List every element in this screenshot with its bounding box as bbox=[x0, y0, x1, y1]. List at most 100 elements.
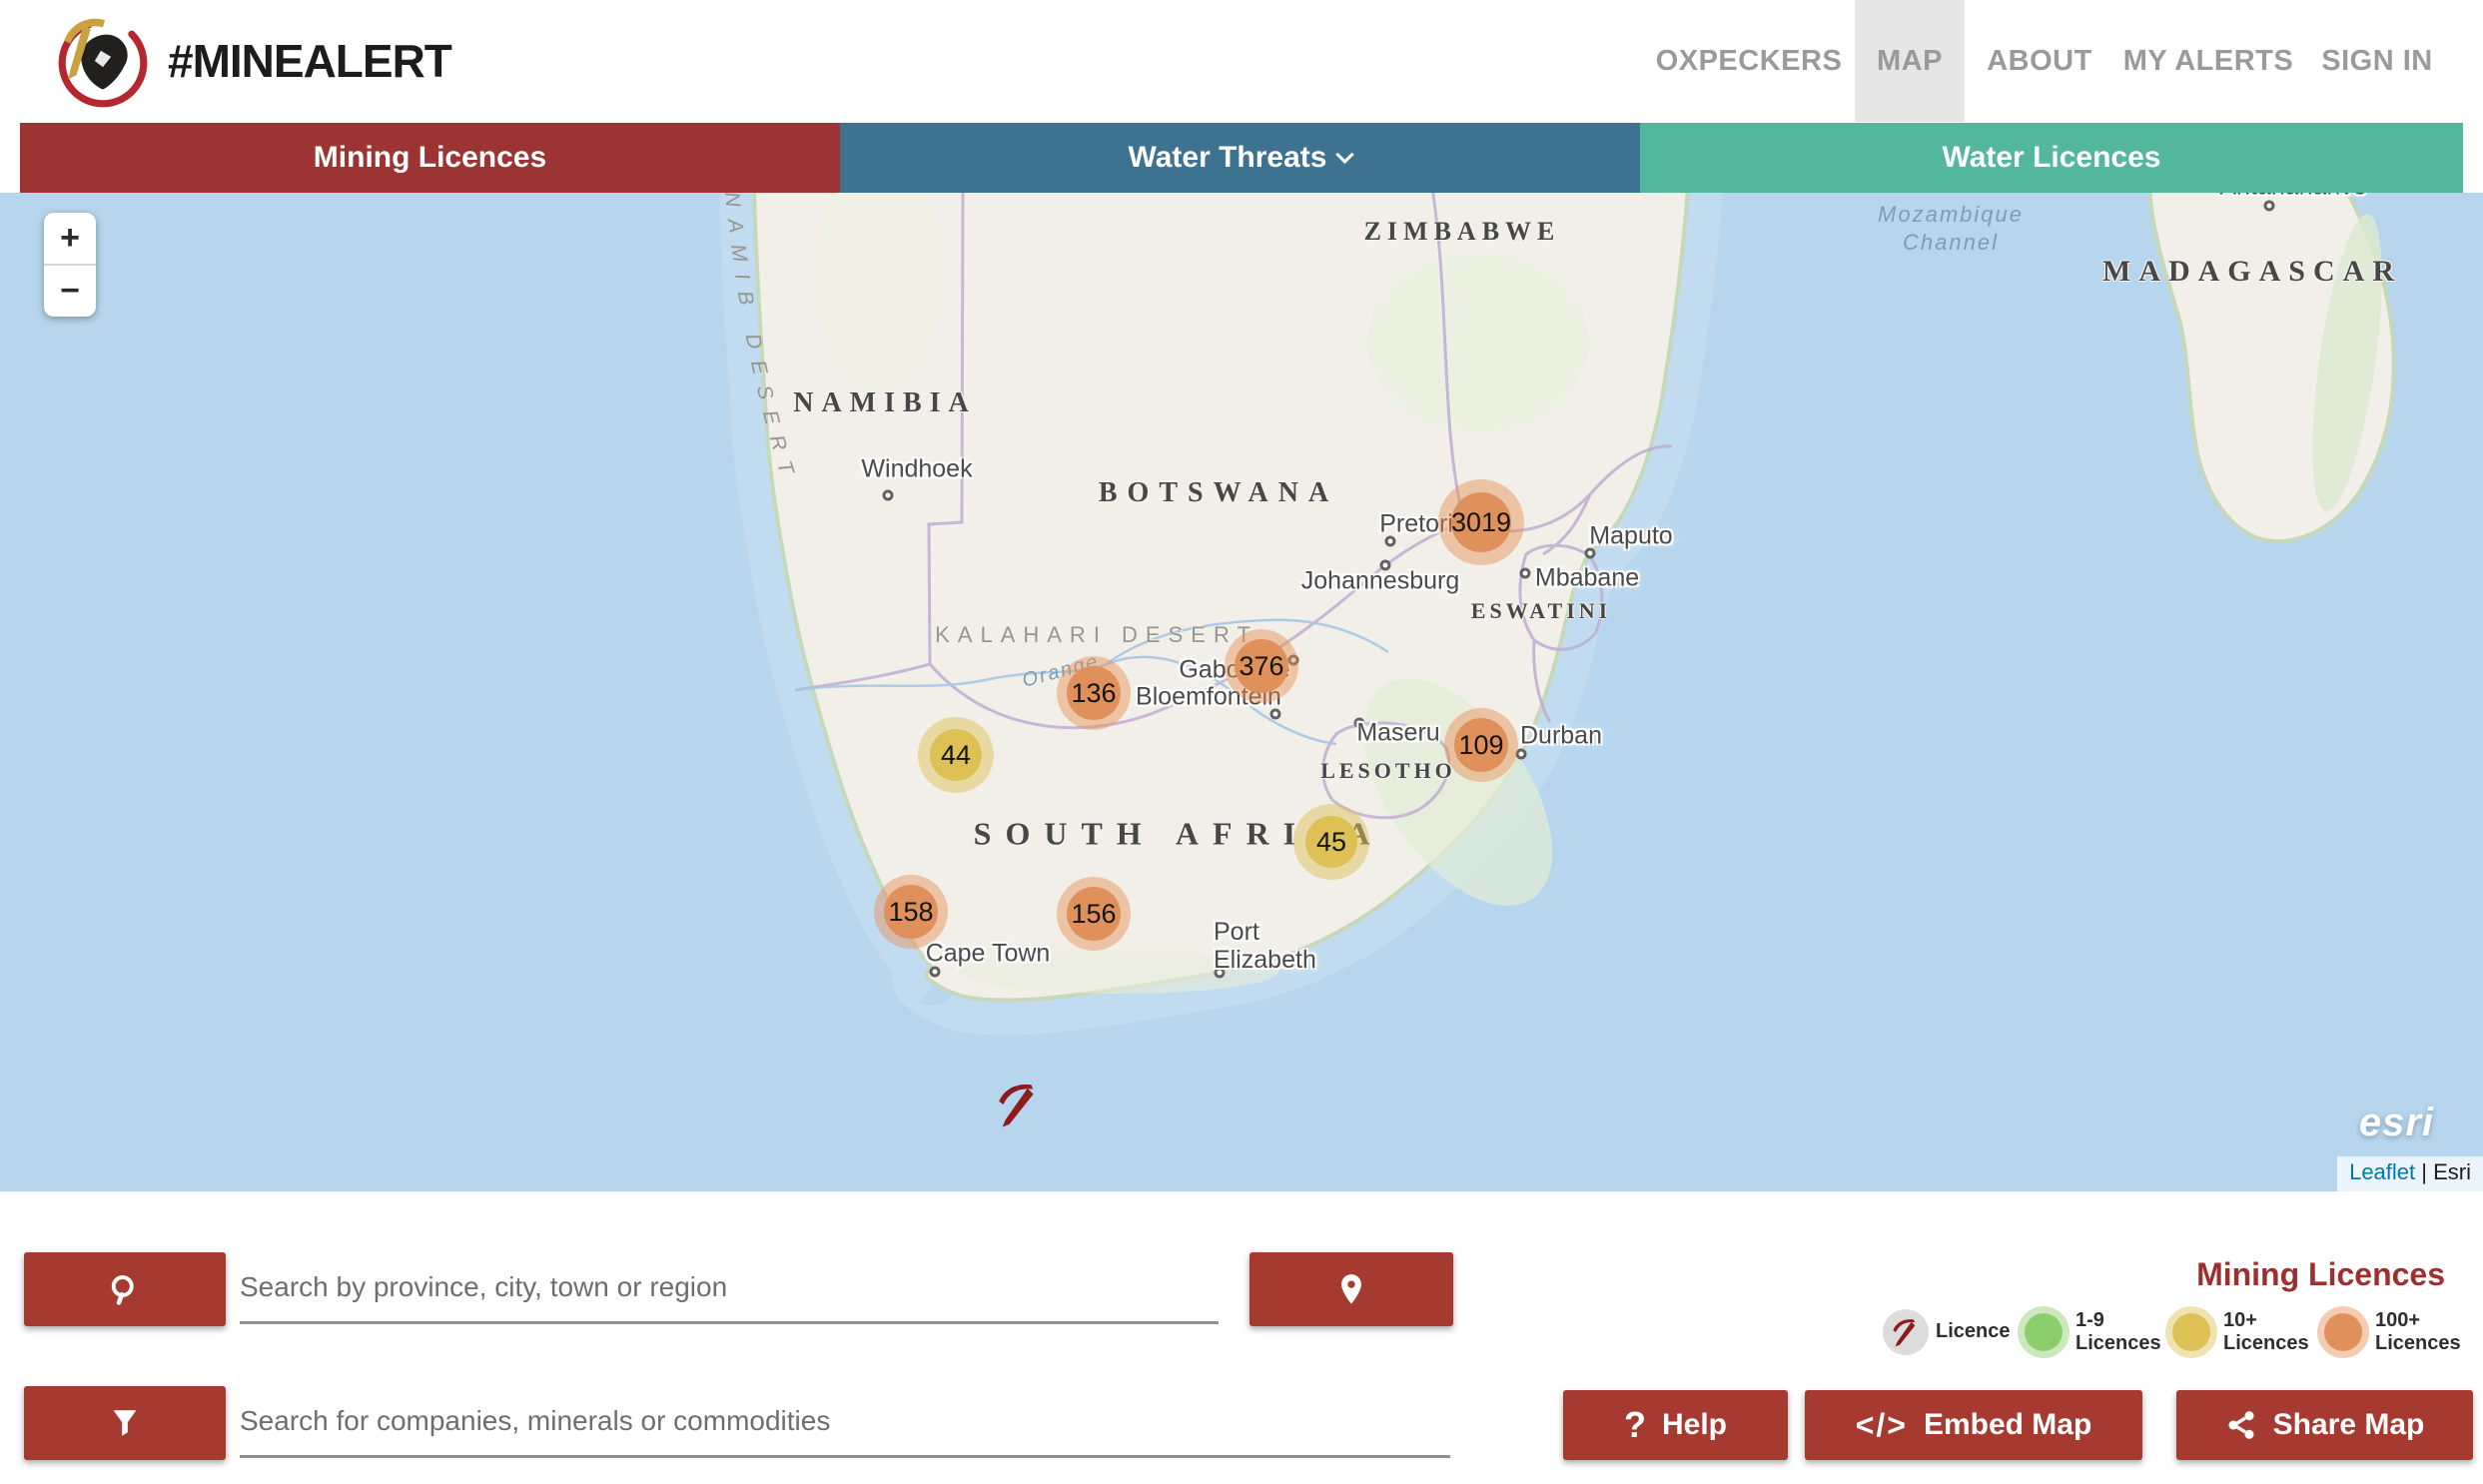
map-attribution: Leaflet | Esri bbox=[2337, 1156, 2483, 1191]
city-dot-antananarivo bbox=[2263, 200, 2275, 212]
city-dot-gaborone bbox=[1287, 654, 1299, 666]
city-dot-bloemfontein bbox=[1269, 708, 1281, 720]
legend-unit: Licences bbox=[2075, 1332, 2161, 1354]
layer-tabs: Mining Licences Water Threats Water Lice… bbox=[20, 123, 2463, 193]
nav-item-sign-in[interactable]: SIGN IN bbox=[2321, 45, 2433, 77]
cluster-count: 136 bbox=[1067, 666, 1121, 720]
embed-map-button-label: Embed Map bbox=[1923, 1408, 2092, 1441]
share-map-button[interactable]: Share Map bbox=[2176, 1390, 2473, 1460]
cluster-marker-44[interactable]: 44 bbox=[918, 717, 994, 793]
brand-logo[interactable]: #MINEALERT bbox=[52, 10, 452, 112]
leaflet-link[interactable]: Leaflet bbox=[2349, 1159, 2416, 1184]
code-icon: </> bbox=[1855, 1406, 1908, 1443]
cluster-count: 156 bbox=[1067, 887, 1121, 941]
legend-range: 1-9 bbox=[2075, 1309, 2104, 1331]
cluster-count: 44 bbox=[930, 729, 982, 781]
map-zoom-control: + − bbox=[44, 213, 96, 317]
city-dot-maputo bbox=[1584, 547, 1596, 559]
country-label-lesotho: LESOTHO bbox=[1320, 758, 1456, 783]
city-label-durban: Durban bbox=[1520, 721, 1602, 750]
cluster-marker-156[interactable]: 156 bbox=[1057, 877, 1131, 951]
question-mark-icon: ? bbox=[1623, 1404, 1646, 1445]
city-label-maseru: Maseru bbox=[1356, 718, 1440, 747]
cluster-count: 158 bbox=[884, 885, 938, 939]
pickaxe-licence-marker[interactable] bbox=[994, 1078, 1044, 1131]
water-label-mozambique-channel: Mozambique Channel bbox=[1878, 202, 2024, 255]
legend-unit: Licences bbox=[2223, 1332, 2309, 1354]
city-dot-port-elizabeth bbox=[1214, 967, 1226, 979]
nav-bar: #MINEALERT OXPECKERS MAP ABOUT MY ALERTS… bbox=[0, 0, 2483, 122]
city-label-mbabane: Mbabane bbox=[1534, 563, 1640, 592]
region-label-kalahari-desert: KALAHARI DESERT bbox=[935, 622, 1258, 647]
zoom-divider bbox=[44, 264, 96, 266]
city-dot-maseru bbox=[1353, 717, 1365, 729]
map-pin-icon bbox=[1341, 1274, 1361, 1304]
city-label-port-elizabeth: Port Elizabeth bbox=[1214, 918, 1316, 974]
tab-water-licences-label: Water Licences bbox=[1942, 141, 2161, 174]
search-icon bbox=[111, 1275, 134, 1305]
attribution-separator: | bbox=[2421, 1159, 2427, 1184]
legend-label-1-9: 1-9 Licences bbox=[2075, 1309, 2161, 1355]
city-label-johannesburg: Johannesburg bbox=[1300, 566, 1460, 595]
zoom-out-button[interactable]: − bbox=[60, 272, 80, 310]
legend-single-licence-swatch bbox=[1883, 1309, 1929, 1355]
cluster-count: 45 bbox=[1305, 816, 1357, 868]
filter-search-input[interactable] bbox=[240, 1386, 1450, 1458]
legend-label-10-plus: 10+ Licences bbox=[2223, 1309, 2309, 1355]
nav-item-about[interactable]: ABOUT bbox=[1987, 45, 2092, 77]
legend-range: 10+ bbox=[2223, 1309, 2257, 1331]
cluster-marker-45[interactable]: 45 bbox=[1293, 804, 1369, 880]
map-canvas[interactable]: NAMIB DESERT + − NAMIBIA BOTSWANA ZIMBAB… bbox=[0, 193, 2483, 1191]
nav-item-my-alerts[interactable]: MY ALERTS bbox=[2122, 45, 2294, 77]
city-dot-johannesburg bbox=[1379, 559, 1391, 571]
legend-yellow-swatch bbox=[2172, 1313, 2210, 1351]
tab-mining-licences-label: Mining Licences bbox=[313, 141, 547, 174]
filter-search-button[interactable] bbox=[24, 1386, 226, 1460]
city-label-antananarivo: Antananarivo bbox=[2219, 193, 2366, 202]
location-search-button[interactable] bbox=[24, 1252, 226, 1326]
cluster-marker-136[interactable]: 136 bbox=[1057, 656, 1131, 730]
cluster-marker-376[interactable]: 376 bbox=[1225, 629, 1298, 703]
share-icon bbox=[2228, 1411, 2254, 1439]
city-dot-windhoek bbox=[882, 489, 894, 501]
brand-name: #MINEALERT bbox=[168, 35, 452, 87]
location-search-input[interactable] bbox=[240, 1252, 1219, 1324]
cluster-count: 376 bbox=[1235, 639, 1288, 693]
legend-range: 100+ bbox=[2375, 1309, 2421, 1331]
cluster-marker-109[interactable]: 109 bbox=[1444, 708, 1518, 782]
legend-title: Mining Licences bbox=[2196, 1256, 2445, 1292]
legend-orange-swatch bbox=[2324, 1313, 2362, 1351]
city-label-cape-town: Cape Town bbox=[925, 939, 1051, 968]
legend-label-licence: Licence bbox=[1936, 1320, 2011, 1342]
esri-attribution: Esri bbox=[2433, 1159, 2471, 1184]
country-label-namibia: NAMIBIA bbox=[793, 387, 977, 418]
cluster-marker-158[interactable]: 158 bbox=[874, 875, 948, 949]
cluster-count: 109 bbox=[1454, 718, 1508, 772]
embed-map-button[interactable]: </> Embed Map bbox=[1805, 1390, 2142, 1460]
help-button[interactable]: ? Help bbox=[1563, 1390, 1788, 1460]
city-dot-mbabane bbox=[1519, 567, 1531, 579]
cluster-count: 3019 bbox=[1451, 492, 1511, 552]
locate-me-button[interactable] bbox=[1249, 1252, 1453, 1326]
nav-item-map[interactable]: MAP bbox=[1855, 0, 1965, 122]
filter-icon bbox=[113, 1410, 137, 1436]
city-dot-cape-town bbox=[929, 966, 941, 978]
tab-water-threats-label: Water Threats bbox=[1128, 141, 1327, 174]
country-label-madagascar: MADAGASCAR bbox=[2102, 255, 2402, 288]
zoom-in-button[interactable]: + bbox=[60, 219, 80, 257]
country-label-eswatini: ESWATINI bbox=[1470, 598, 1612, 623]
legend-unit: Licences bbox=[2375, 1332, 2461, 1354]
nav-item-oxpeckers[interactable]: OXPECKERS bbox=[1655, 45, 1843, 77]
pickaxe-icon bbox=[1893, 1319, 1916, 1347]
minealert-logo-icon bbox=[58, 18, 148, 108]
city-dot-pretoria bbox=[1384, 535, 1396, 547]
city-label-windhoek: Windhoek bbox=[861, 454, 973, 483]
tab-mining-licences[interactable]: Mining Licences bbox=[20, 123, 840, 193]
chevron-down-icon bbox=[1335, 145, 1355, 165]
share-map-button-label: Share Map bbox=[2272, 1408, 2425, 1441]
tab-water-licences[interactable]: Water Licences bbox=[1640, 123, 2463, 193]
cluster-marker-3019[interactable]: 3019 bbox=[1438, 479, 1524, 565]
tab-water-threats[interactable]: Water Threats bbox=[840, 123, 1640, 193]
legend-label-100-plus: 100+ Licences bbox=[2375, 1309, 2461, 1355]
